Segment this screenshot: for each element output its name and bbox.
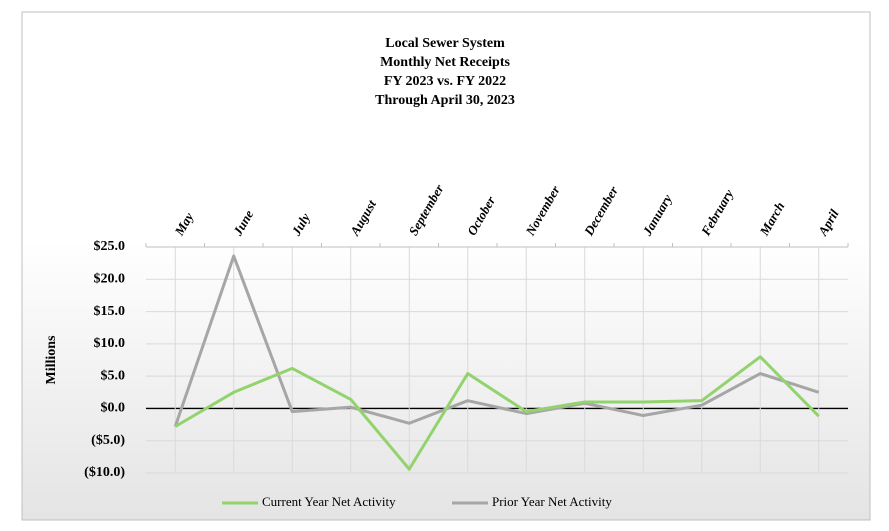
y-tick-label: $5.0 [101,368,126,383]
chart-title: Local Sewer System Monthly Net Receipts FY… [375,36,515,108]
y-tick-label: $0.0 [101,401,126,416]
y-axis-title: Millions [44,335,59,385]
y-tick-label: ($10.0) [84,465,125,480]
legend-label: Prior Year Net Activity [492,494,612,509]
y-tick-label: $15.0 [94,304,126,319]
title-line: Local Sewer System [385,36,505,51]
title-line: Monthly Net Receipts [380,55,510,70]
y-tick-label: $25.0 [94,239,126,254]
legend-label: Current Year Net Activity [262,494,396,509]
chart-frame [21,11,871,521]
series-line [174,355,820,471]
y-tick-label: $20.0 [94,272,126,287]
title-line: FY 2023 vs. FY 2022 [384,74,506,89]
title-line: Through April 30, 2023 [375,93,515,108]
series-line [173,254,820,427]
y-tick-label: $10.0 [94,336,126,351]
y-tick-label: ($5.0) [91,433,125,448]
